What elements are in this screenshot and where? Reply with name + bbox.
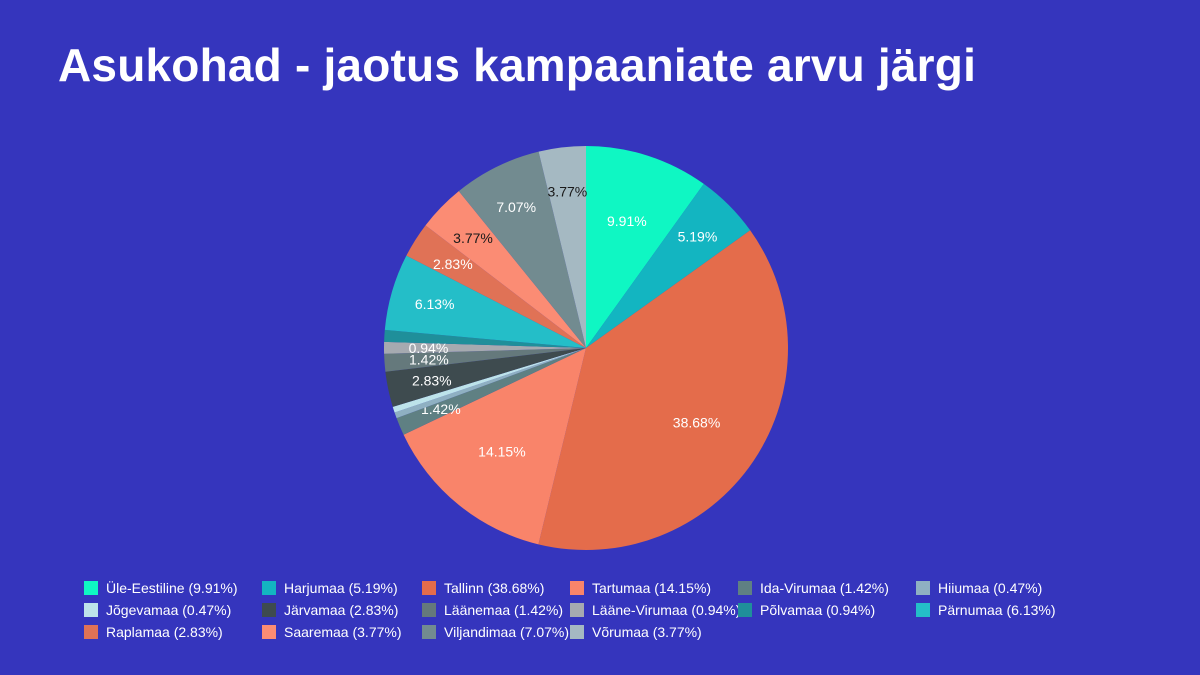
legend-item-ule-eestiline[interactable]: Üle-Eestiline (9.91%) bbox=[84, 580, 262, 596]
data-label-laanemaa: 1.42% bbox=[409, 351, 449, 367]
pie-slice-jarvamaa bbox=[385, 348, 586, 407]
legend-item-viljandimaa[interactable]: Viljandimaa (7.07%) bbox=[422, 624, 570, 640]
legend-label: Järvamaa (2.83%) bbox=[284, 602, 399, 618]
pie-slice-laane-virumaa bbox=[384, 341, 586, 354]
legend-swatch bbox=[84, 581, 98, 595]
legend-swatch bbox=[916, 581, 930, 595]
data-label-raplamaa: 2.83% bbox=[433, 256, 473, 272]
pie-slice-vorumaa bbox=[538, 146, 586, 348]
legend-item-raplamaa[interactable]: Raplamaa (2.83%) bbox=[84, 624, 262, 640]
legend-item-ida-virumaa[interactable]: Ida-Virumaa (1.42%) bbox=[738, 580, 916, 596]
legend-item-polvamaa[interactable]: Põlvamaa (0.94%) bbox=[738, 602, 916, 618]
legend-item-laane-virumaa[interactable]: Lääne-Virumaa (0.94%) bbox=[570, 602, 741, 618]
data-label-ule-eestiline: 9.91% bbox=[607, 213, 647, 229]
legend-swatch bbox=[422, 581, 436, 595]
legend-item-jogevamaa[interactable]: Jõgevamaa (0.47%) bbox=[84, 602, 262, 618]
legend-item-parnumaa[interactable]: Pärnumaa (6.13%) bbox=[916, 602, 1056, 618]
pie-slice-tallinn bbox=[538, 230, 789, 550]
legend-swatch bbox=[570, 603, 584, 617]
legend-swatch bbox=[84, 603, 98, 617]
legend-item-harjumaa[interactable]: Harjumaa (5.19%) bbox=[262, 580, 422, 596]
pie-slice-polvamaa bbox=[384, 329, 586, 348]
legend-label: Hiiumaa (0.47%) bbox=[938, 580, 1043, 596]
legend-swatch bbox=[262, 625, 276, 639]
legend-label: Ida-Virumaa (1.42%) bbox=[760, 580, 889, 596]
legend-label: Põlvamaa (0.94%) bbox=[760, 602, 876, 618]
pie-slice-parnumaa bbox=[384, 255, 586, 348]
legend-label: Tallinn (38.68%) bbox=[444, 580, 545, 596]
data-label-harjumaa: 5.19% bbox=[678, 229, 718, 245]
pie-slice-ule-eestiline bbox=[586, 146, 704, 348]
legend-label: Raplamaa (2.83%) bbox=[106, 624, 223, 640]
legend-item-jarvamaa[interactable]: Järvamaa (2.83%) bbox=[262, 602, 422, 618]
legend-swatch bbox=[570, 581, 584, 595]
pie-slice-tartumaa bbox=[403, 348, 586, 545]
legend-swatch bbox=[262, 581, 276, 595]
data-label-laane-virumaa: 0.94% bbox=[409, 340, 449, 356]
legend-swatch bbox=[422, 603, 436, 617]
pie-chart: 9.91%5.19%38.68%14.15%1.42%2.83%1.42%0.9… bbox=[384, 146, 789, 550]
pie-slice-raplamaa bbox=[406, 225, 586, 348]
legend-swatch bbox=[422, 625, 436, 639]
legend-item-laanemaa[interactable]: Läänemaa (1.42%) bbox=[422, 602, 570, 618]
legend-swatch bbox=[738, 603, 752, 617]
data-label-saaremaa: 3.77% bbox=[453, 230, 493, 246]
legend-item-saaremaa[interactable]: Saaremaa (3.77%) bbox=[262, 624, 422, 640]
data-label-parnumaa: 6.13% bbox=[415, 296, 455, 312]
legend-label: Läänemaa (1.42%) bbox=[444, 602, 564, 618]
legend-item-hiiumaa[interactable]: Hiiumaa (0.47%) bbox=[916, 580, 1056, 596]
legend-label: Tartumaa (14.15%) bbox=[592, 580, 712, 596]
pie-slice-saaremaa bbox=[425, 191, 586, 348]
legend-item-vorumaa[interactable]: Võrumaa (3.77%) bbox=[570, 624, 738, 640]
legend-swatch bbox=[84, 625, 98, 639]
legend-label: Viljandimaa (7.07%) bbox=[444, 624, 570, 640]
legend-swatch bbox=[570, 625, 584, 639]
data-label-viljandimaa: 7.07% bbox=[496, 199, 536, 215]
legend-label: Võrumaa (3.77%) bbox=[592, 624, 702, 640]
legend-swatch bbox=[738, 581, 752, 595]
legend-item-tallinn[interactable]: Tallinn (38.68%) bbox=[422, 580, 570, 596]
legend: Üle-Eestiline (9.91%) Harjumaa (5.19%) Tal… bbox=[84, 580, 1144, 640]
legend-label: Jõgevamaa (0.47%) bbox=[106, 602, 232, 618]
data-label-tartumaa: 14.15% bbox=[478, 443, 525, 459]
legend-label: Lääne-Virumaa (0.94%) bbox=[592, 602, 741, 618]
pie-slice-ida-virumaa bbox=[396, 348, 586, 435]
chart-title: Asukohad - jaotus kampaaniate arvu järgi bbox=[58, 39, 977, 91]
data-label-jarvamaa: 2.83% bbox=[412, 372, 452, 388]
legend-label: Pärnumaa (6.13%) bbox=[938, 602, 1056, 618]
legend-swatch bbox=[916, 603, 930, 617]
pie-slice-hiiumaa bbox=[394, 348, 586, 419]
pie-slice-laanemaa bbox=[384, 348, 586, 372]
pie-slice-viljandimaa bbox=[458, 151, 586, 348]
pie-slice-jogevamaa bbox=[392, 348, 586, 413]
data-label-vorumaa: 3.77% bbox=[548, 184, 588, 200]
pie-slice-harjumaa bbox=[586, 183, 751, 348]
legend-item-tartumaa[interactable]: Tartumaa (14.15%) bbox=[570, 580, 738, 596]
data-label-tallinn: 38.68% bbox=[673, 415, 720, 431]
legend-label: Harjumaa (5.19%) bbox=[284, 580, 398, 596]
legend-swatch bbox=[262, 603, 276, 617]
legend-label: Üle-Eestiline (9.91%) bbox=[106, 580, 238, 596]
legend-label: Saaremaa (3.77%) bbox=[284, 624, 402, 640]
